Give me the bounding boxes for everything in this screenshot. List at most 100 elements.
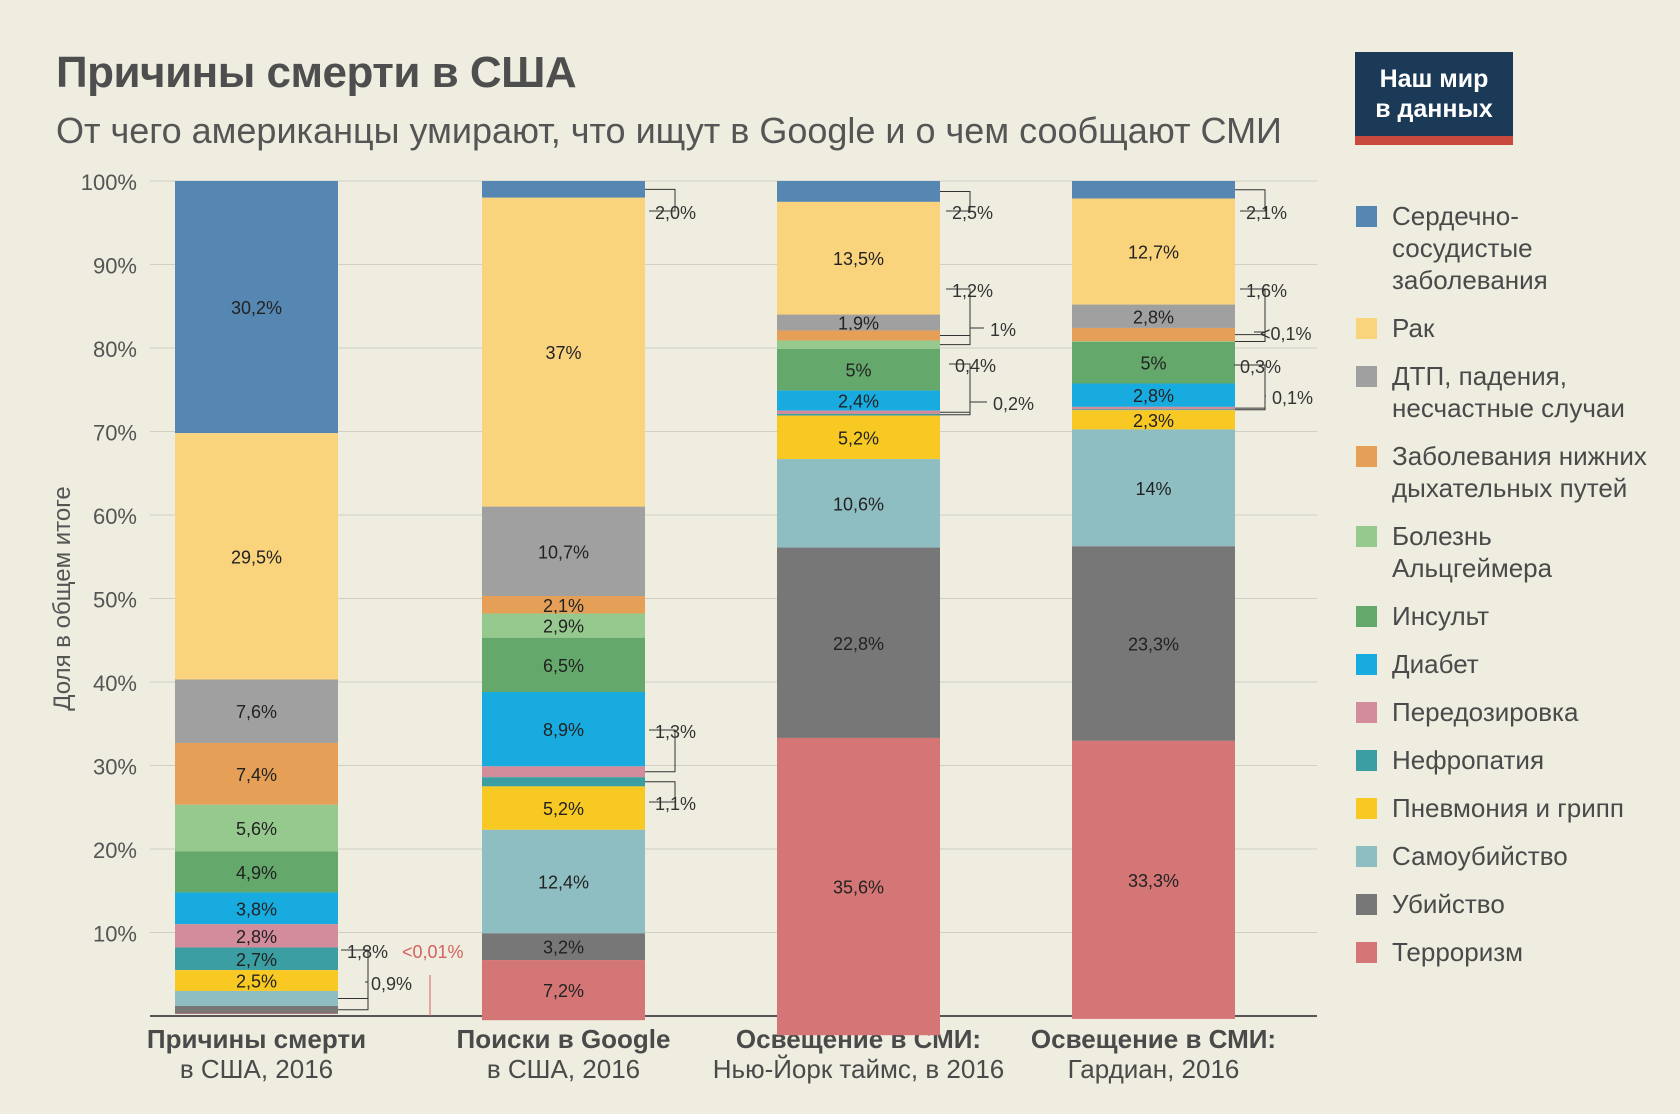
legend-label: Терроризм	[1392, 937, 1524, 967]
bar-segment	[175, 1013, 338, 1014]
bar-segment	[482, 960, 645, 1021]
bar-segment	[175, 924, 338, 948]
legend-item: Пневмония и грипп	[1356, 792, 1676, 824]
legend-swatch	[1356, 606, 1377, 627]
data-label: 13,5%	[833, 249, 884, 269]
legend-item: Инсульт	[1356, 600, 1676, 632]
bar-segment	[482, 637, 645, 693]
data-label: 2,1%	[1246, 203, 1287, 223]
callout-line	[1235, 189, 1266, 212]
data-label: 2,8%	[236, 927, 277, 947]
bar-segment	[175, 851, 338, 893]
y-tick-label: 70%	[93, 421, 137, 446]
legend-swatch	[1356, 894, 1377, 915]
x-category-label: Поиски в Google	[457, 1024, 671, 1054]
data-label: 5,2%	[543, 799, 584, 819]
bar-segment	[482, 933, 645, 961]
data-label: 14%	[1135, 479, 1171, 499]
callout-line	[1235, 395, 1266, 411]
legend-label: Пневмония и грипп	[1392, 793, 1624, 823]
legend-item: ДТП, падения, несчастные случаи	[1356, 360, 1676, 424]
legend-label: Инсульт	[1392, 601, 1490, 631]
data-label: 2,8%	[1133, 307, 1174, 327]
legend-item: Болезнь Альцгеймера	[1356, 520, 1676, 584]
data-label: 12,4%	[538, 873, 589, 893]
legend-swatch	[1356, 942, 1377, 963]
data-label: 7,6%	[236, 702, 277, 722]
x-category-label: Гардиан, 2016	[1068, 1054, 1240, 1084]
data-label: 0,9%	[371, 974, 412, 994]
bar-segment	[482, 613, 645, 638]
y-tick-label: 30%	[93, 755, 137, 780]
callout-line	[940, 288, 971, 336]
bar-segment	[175, 947, 338, 971]
bar-segment	[175, 990, 338, 1006]
bar-segment	[175, 433, 338, 680]
bar-segment	[482, 692, 645, 767]
bar-segment	[482, 829, 645, 934]
legend-label: Рак	[1392, 313, 1435, 343]
data-label: 2,5%	[236, 972, 277, 992]
bar-segment	[482, 506, 645, 596]
bar-segment	[777, 737, 940, 1036]
brand-line-2: в данных	[1375, 95, 1493, 123]
bar-segment	[1072, 198, 1235, 305]
legend-item: Передозировка	[1356, 696, 1676, 728]
callout-line	[940, 363, 971, 413]
bar-segment	[777, 413, 940, 416]
legend-item: Заболевания нижних дыхательных путей	[1356, 440, 1676, 504]
legend-swatch	[1356, 846, 1377, 867]
legend-item: Нефропатия	[1356, 744, 1676, 776]
bar-segment	[482, 181, 645, 198]
legend-label: Заболевания нижних дыхательных путей	[1392, 441, 1647, 503]
y-tick-label: 80%	[93, 337, 137, 362]
bar-segment	[175, 679, 338, 743]
bar-segment	[777, 348, 940, 391]
page-subtitle: От чего американцы умирают, что ищут в G…	[56, 110, 1282, 151]
legend-swatch	[1356, 654, 1377, 675]
callout-line	[940, 190, 971, 212]
data-label: 1,6%	[1246, 281, 1287, 301]
y-tick-label: 10%	[93, 922, 137, 947]
legend-item: Диабет	[1356, 648, 1676, 680]
bar-segment	[175, 804, 338, 852]
data-label: 23,3%	[1128, 635, 1179, 655]
data-label: 2,5%	[952, 203, 993, 223]
bar-segment	[1072, 383, 1235, 407]
data-label: 3,2%	[543, 938, 584, 958]
data-label: <0,1%	[1260, 324, 1312, 344]
data-label: 2,7%	[236, 950, 277, 970]
callout-line	[940, 327, 984, 346]
callout-line	[645, 188, 676, 212]
bar-segment	[1072, 410, 1235, 430]
bar-segment	[1072, 409, 1235, 411]
y-tick-label: 60%	[93, 504, 137, 529]
data-label: <0,01%	[402, 942, 464, 962]
x-category-label: в США, 2016	[180, 1054, 333, 1084]
legend-label: Сердечно- сосудистые заболевания	[1392, 201, 1548, 295]
data-label: 0,4%	[955, 356, 996, 376]
brand-logo: Наш мир в данных	[1355, 52, 1513, 145]
legend: Сердечно- сосудистые заболевания Рак ДТП, …	[1356, 200, 1676, 984]
data-label: 37%	[545, 343, 581, 363]
x-category-label: Причины смерти	[147, 1024, 366, 1054]
bar-segment	[1072, 406, 1235, 410]
bar-segment	[1072, 341, 1235, 342]
data-label: 6,5%	[543, 656, 584, 676]
data-label: 1,1%	[655, 794, 696, 814]
data-label: 10,6%	[833, 494, 884, 514]
bar-segment	[777, 340, 940, 349]
legend-label: Передозировка	[1392, 697, 1579, 727]
bar-segment	[175, 970, 338, 991]
y-tick-label: 20%	[93, 838, 137, 863]
data-label: 5%	[845, 361, 871, 381]
data-label: 1,2%	[952, 281, 993, 301]
bar-segment	[482, 197, 645, 507]
callout-line	[338, 949, 369, 999]
legend-swatch	[1356, 526, 1377, 547]
legend-swatch	[1356, 206, 1377, 227]
data-label: 2,3%	[1133, 411, 1174, 431]
data-label: 1%	[990, 320, 1016, 340]
